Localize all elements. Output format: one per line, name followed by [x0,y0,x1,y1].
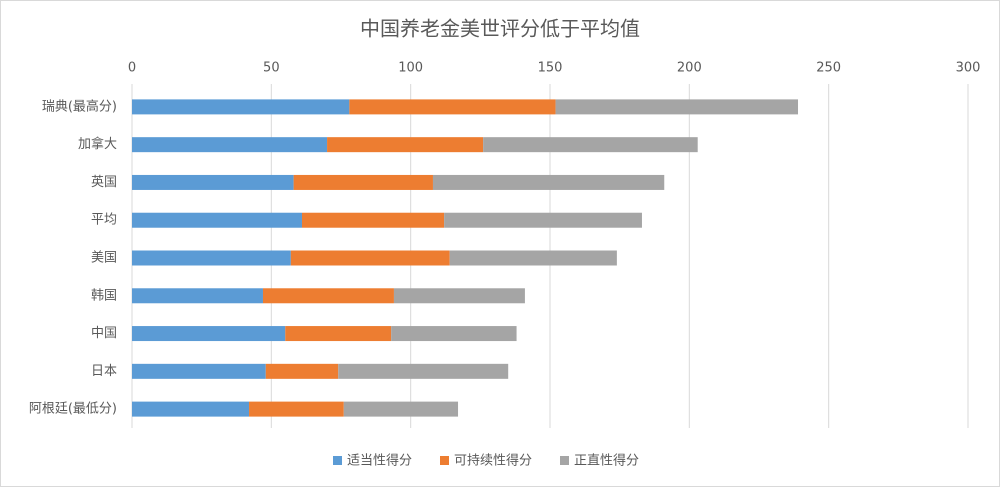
bar-segment [285,326,392,342]
bar-segment [290,250,450,266]
legend-label: 可持续性得分 [454,453,532,469]
bar-segment [483,137,698,153]
x-tick-label: 150 [538,61,563,76]
y-tick-label: 日本 [91,364,117,379]
y-tick-label: 中国 [91,326,117,341]
bar-segment [249,401,344,417]
y-tick-label: 韩国 [91,288,117,303]
bar-segment [265,363,339,379]
legend-swatch [333,456,342,465]
bar-segment [132,99,350,115]
bar-segment [132,137,328,153]
bar-segment [132,250,291,266]
bar-segment [555,99,799,115]
legend-label: 适当性得分 [347,453,412,469]
x-tick-label: 0 [128,61,136,76]
x-tick-label: 100 [398,61,423,76]
bar-segment [444,212,642,228]
bar-segment [343,401,459,417]
chart-title: 中国养老金美世评分低于平均值 [360,17,640,41]
bar-segment [132,288,263,304]
legend-label: 正直性得分 [574,453,639,469]
x-tick-label: 250 [816,61,841,76]
bar-segment [293,174,433,190]
bar-segment [301,212,445,228]
bar-segment [132,212,302,228]
bar-segment [391,326,517,342]
y-tick-label: 英国 [91,175,117,190]
y-tick-label: 美国 [91,251,117,266]
y-tick-label: 阿根廷(最低分) [29,402,117,417]
bar-segment [432,174,665,190]
x-tick-label: 50 [263,61,280,76]
x-tick-label: 300 [956,61,981,76]
bar-segment [327,137,484,153]
bar-segment [132,401,250,417]
bar-segment [349,99,556,115]
bar-segment [338,363,509,379]
y-tick-label: 平均 [91,213,117,228]
bar-segment [132,174,294,190]
bar-segment [262,288,394,304]
bar-segment [393,288,525,304]
bar-segment [132,326,286,342]
bar-segment [132,363,266,379]
bar-segment [449,250,617,266]
y-tick-label: 瑞典(最高分) [42,98,117,114]
y-tick-label: 加拿大 [78,136,117,152]
x-tick-label: 200 [677,61,702,76]
legend-swatch [440,456,449,465]
legend-swatch [560,456,569,465]
